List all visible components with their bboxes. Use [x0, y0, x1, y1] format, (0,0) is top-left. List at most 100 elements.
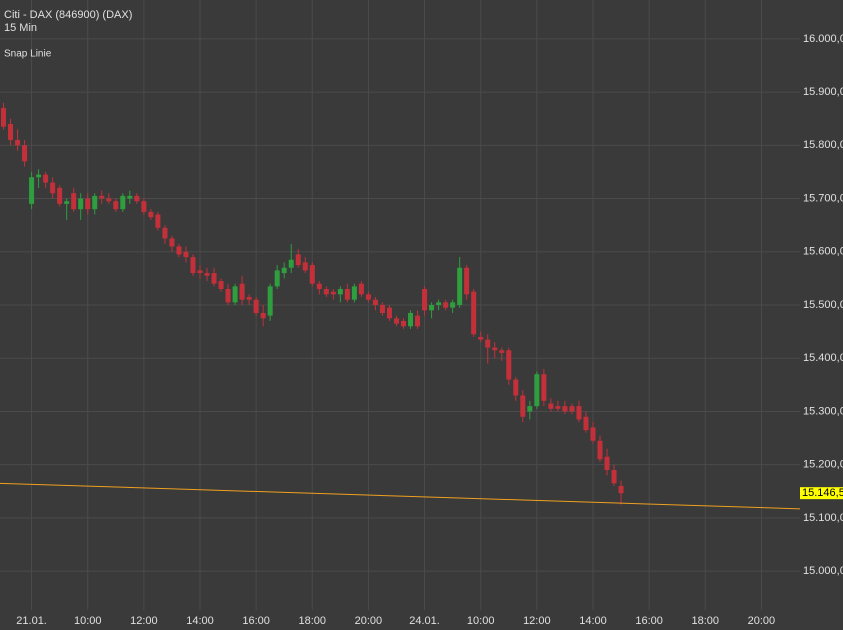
candle-body	[183, 251, 189, 258]
x-tick-label: 20:00	[748, 615, 776, 627]
candle-body	[541, 374, 547, 401]
x-tick-label: 14:00	[186, 615, 214, 627]
candle-body	[64, 201, 70, 204]
x-tick-label: 18:00	[691, 615, 719, 627]
candle-body	[281, 267, 287, 274]
candle-body	[127, 195, 133, 199]
candle-body	[85, 198, 91, 210]
candle-body	[260, 312, 266, 319]
candle-body	[267, 286, 273, 316]
candle-body	[218, 281, 224, 290]
candle-body	[450, 302, 456, 308]
x-tick-label: 24.01.	[409, 615, 440, 627]
candle-body	[120, 195, 126, 210]
candle-body	[464, 267, 470, 295]
grid	[0, 0, 800, 610]
candle-body	[401, 320, 407, 327]
candle-body	[604, 456, 610, 471]
candle-body	[372, 299, 378, 305]
candle-body	[99, 195, 105, 199]
x-tick-label: 21.01.	[16, 615, 47, 627]
candle-body	[274, 270, 280, 287]
snap-line	[0, 482, 801, 510]
candle-body	[485, 339, 491, 348]
candle-body	[351, 286, 357, 300]
x-tick-label: 14:00	[579, 615, 607, 627]
candle-body	[337, 289, 343, 295]
candle-body	[8, 124, 14, 140]
candle-body	[113, 201, 119, 210]
y-tick-label: 15.500,0	[803, 299, 843, 311]
x-tick-label: 10:00	[74, 615, 102, 627]
candle-body	[386, 307, 392, 319]
x-tick-label: 12:00	[130, 615, 158, 627]
x-tick-label: 16:00	[635, 615, 663, 627]
candle-body	[408, 312, 414, 327]
candle-body	[422, 289, 428, 311]
candle-body	[316, 283, 322, 290]
x-tick-label: 16:00	[242, 615, 270, 627]
candle-body	[429, 305, 435, 311]
candle-body	[78, 198, 84, 210]
plot	[0, 102, 801, 510]
candle-body	[457, 267, 463, 305]
candle-body	[239, 283, 245, 300]
y-tick-label: 15.700,0	[803, 192, 843, 204]
legend-entry: Snap Linie	[4, 49, 52, 60]
candle-body	[162, 227, 168, 239]
chart-title: Citi - DAX (846900) (DAX)	[4, 9, 132, 21]
candle-body	[358, 283, 364, 295]
y-tick-label: 15.900,0	[803, 86, 843, 98]
candle-body	[611, 470, 617, 484]
candle-body	[562, 406, 568, 412]
candle-body	[555, 406, 561, 409]
candle-body	[527, 406, 533, 412]
candle-body	[29, 177, 35, 204]
last-price-marker	[800, 487, 843, 500]
x-tick-label: 10:00	[467, 615, 495, 627]
candle-body	[379, 305, 385, 313]
candle-body	[513, 379, 519, 396]
candle-body	[148, 211, 154, 218]
candle-body	[569, 406, 575, 412]
candle-body	[478, 336, 484, 340]
chart-subtitle: 15 Min	[4, 22, 37, 34]
candle-body	[211, 273, 217, 284]
candle-body	[141, 201, 147, 212]
y-tick-label: 15.200,0	[803, 459, 843, 471]
candle-body	[204, 273, 210, 276]
y-tick-label: 15.400,0	[803, 352, 843, 364]
candle-body	[246, 297, 252, 300]
x-tick-label: 20:00	[355, 615, 383, 627]
candle-body	[15, 139, 21, 146]
candle-body	[492, 347, 498, 351]
candle-body	[176, 246, 182, 255]
candle-body	[302, 262, 308, 271]
candle-body	[50, 182, 56, 194]
candle-body	[169, 238, 175, 247]
candle-body	[36, 174, 42, 178]
candle-body	[57, 187, 63, 204]
y-tick-label: 16.000,0	[803, 33, 843, 45]
candle-body	[393, 318, 399, 324]
candle-body	[344, 289, 350, 300]
candle-body	[576, 406, 582, 420]
y-tick-label: 15.800,0	[803, 139, 843, 151]
candle-body	[323, 289, 329, 295]
candle-body	[548, 403, 554, 409]
candle-body	[232, 286, 238, 303]
candle-body	[288, 259, 294, 268]
candle-body	[365, 294, 371, 300]
y-tick-label: 15.000,0	[803, 565, 843, 577]
candle-body	[1, 108, 7, 127]
candle-body	[597, 440, 603, 460]
candle-body	[106, 198, 112, 202]
x-tick-label: 18:00	[299, 615, 327, 627]
candle-body	[506, 350, 512, 380]
candle-body	[471, 291, 477, 335]
last-price-label: 15.146,5	[802, 487, 843, 499]
candle-body	[415, 315, 421, 327]
y-tick-label: 15.600,0	[803, 246, 843, 258]
